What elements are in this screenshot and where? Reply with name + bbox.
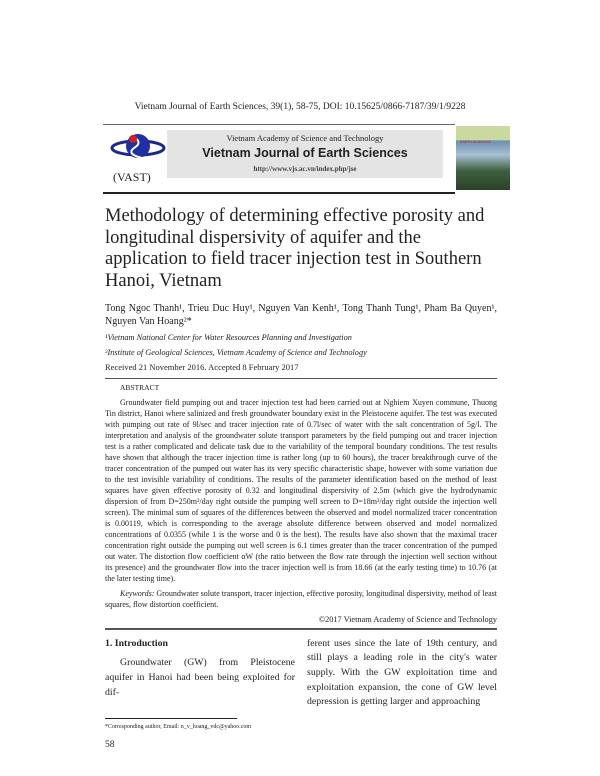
journal-banner: (VAST) Vietnam Academy of Science and Te… [103,126,510,192]
keywords-label: Keywords: [120,589,155,598]
abstract-text: Groundwater field pumping out and tracer… [105,398,497,583]
column-right: ferent uses since the late of 19th centu… [307,637,497,732]
two-column-body: 1. Introduction Groundwater (GW) from Pl… [105,637,497,732]
article-body: Methodology of determining effective por… [105,0,497,771]
authors: Tong Ngoc Thanh¹, Trieu Duc Huy¹, Nguyen… [105,303,497,327]
intro-paragraph-continued: ferent uses since the late of 19th centu… [307,637,497,708]
cover-title: EARTH SCIENCES [460,140,491,144]
journal-cover-image: EARTH SCIENCES [456,126,510,190]
keywords: Keywords: Groundwater solute transport, … [105,588,497,610]
footnote: *Corresponding author, Email: n_v_hoang_… [105,724,252,731]
page-number: 58 [105,740,115,751]
affiliation-2: ²Institute of Geological Sciences, Vietn… [105,348,367,357]
publisher-name: Vietnam Academy of Science and Technolog… [226,133,384,143]
section-heading: 1. Introduction [105,637,168,649]
journal-url[interactable]: http://www.vjs.ac.vn/index.php/jse [253,165,357,173]
journal-name: Vietnam Journal of Earth Sciences [202,146,408,160]
citation-line: Vietnam Journal of Earth Sciences, 39(1)… [134,102,466,112]
abstract-heading: ABSTRACT [120,383,160,392]
keywords-list: Groundwater solute transport, tracer inj… [105,589,497,609]
affiliation-1: ¹Vietnam National Center for Water Resou… [105,333,352,342]
abstract: Groundwater field pumping out and tracer… [105,397,497,610]
received-dates: Received 21 November 2016. Accepted 8 Fe… [105,362,299,372]
intro-paragraph: Groundwater (GW) from Pleistocene aquife… [105,657,295,698]
footnote-divider [105,718,237,720]
column-left: 1. Introduction Groundwater (GW) from Pl… [105,637,295,732]
divider [103,192,455,194]
divider [105,378,497,379]
copyright: ©2017 Vietnam Academy of Science and Tec… [318,615,497,624]
divider [105,628,497,630]
vast-label: (VAST) [113,170,151,184]
journal-title-box: Vietnam Academy of Science and Technolog… [167,130,443,178]
vast-logo-icon [110,134,166,159]
paper-title: Methodology of determining effective por… [105,206,485,291]
divider [103,124,455,125]
